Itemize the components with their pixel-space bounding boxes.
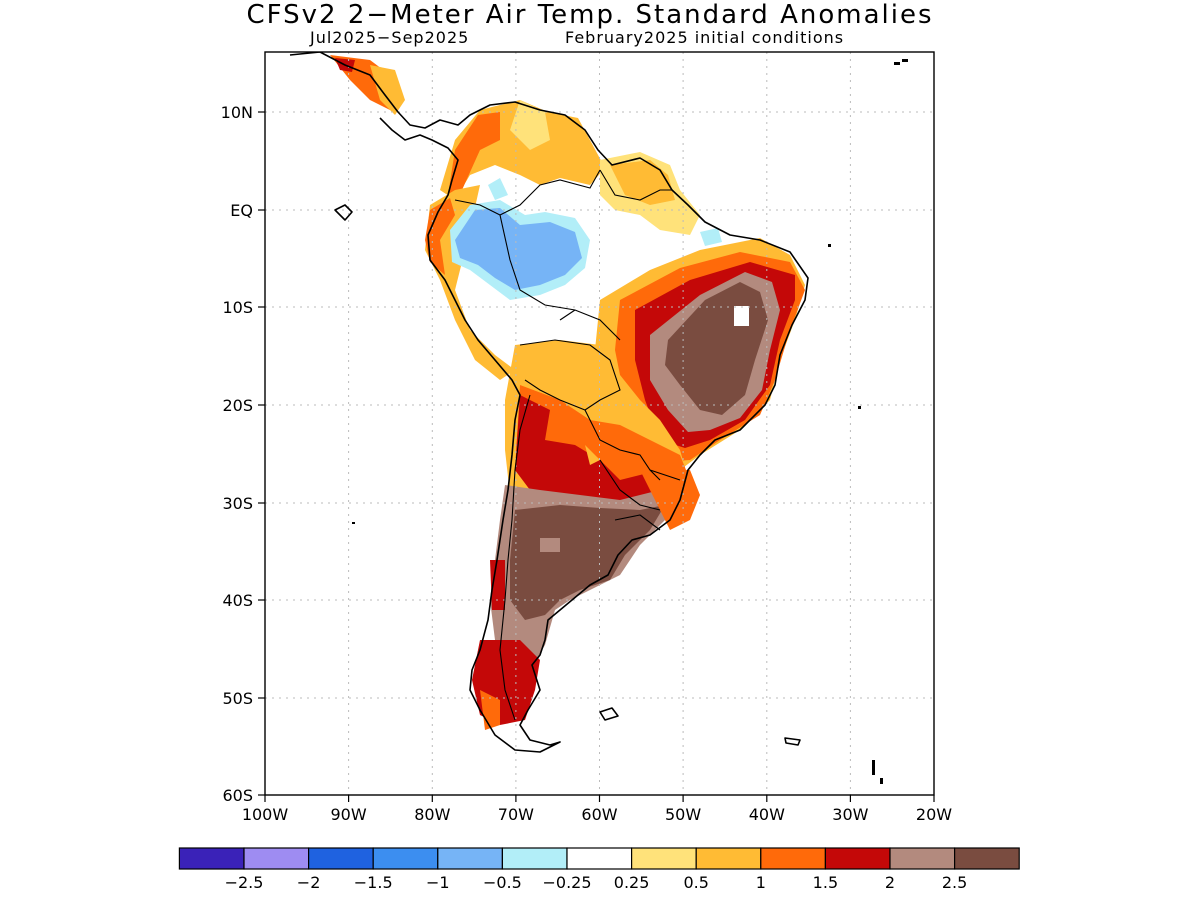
lat-label: 60S <box>222 786 253 805</box>
lon-label: 60W <box>581 805 617 824</box>
colorbar-label: 2.5 <box>942 873 967 892</box>
colorbar-swatch <box>372 847 439 870</box>
colorbar-label: −2.5 <box>225 873 264 892</box>
lat-label: 40S <box>222 591 253 610</box>
colorbar-label: −1 <box>426 873 450 892</box>
colorbar-label: 0.5 <box>683 873 708 892</box>
colorbar-swatch <box>566 847 633 870</box>
colorbar-label: 1 <box>756 873 766 892</box>
colorbar-swatch <box>501 847 568 870</box>
colorbar-swatch <box>178 847 245 870</box>
colorbar-swatch <box>760 847 826 870</box>
colorbar-swatch <box>953 847 1020 870</box>
colorbar-label: −1.5 <box>354 873 393 892</box>
colorbar-swatch <box>308 847 374 870</box>
colorbar-swatch <box>437 847 503 870</box>
initial-conditions: February2025 initial conditions <box>565 28 845 47</box>
colorbar-swatch <box>243 847 310 870</box>
lon-label: 30W <box>832 805 868 824</box>
lon-label: 90W <box>331 805 367 824</box>
colorbar-label: 0.25 <box>614 873 650 892</box>
lat-label: 30S <box>222 494 253 513</box>
coastlines <box>289 52 809 753</box>
tick-marks <box>258 111 935 802</box>
colorbar-labels: −2.5 −2 −1.5 −1 −0.5 −0.25 0.25 0.5 1 1.… <box>225 873 968 892</box>
colorbar-swatch <box>824 847 891 870</box>
islands <box>352 59 908 784</box>
lon-label: 40W <box>749 805 785 824</box>
colorbar <box>178 847 1020 870</box>
lat-label: 10N <box>221 103 253 122</box>
lon-label: 50W <box>665 805 701 824</box>
colorbar-label: −0.25 <box>542 873 591 892</box>
lat-label: 10S <box>222 298 253 317</box>
lon-label: 100W <box>242 805 289 824</box>
colorbar-label: 2 <box>885 873 895 892</box>
lon-label: 20W <box>916 805 952 824</box>
colorbar-label: −2 <box>297 873 321 892</box>
colorbar-swatch <box>695 847 762 870</box>
forecast-period: Jul2025−Sep2025 <box>310 28 470 47</box>
colorbar-label: 1.5 <box>813 873 838 892</box>
colorbar-label: −0.5 <box>483 873 522 892</box>
lat-labels: 10N EQ 10S 20S 30S 40S 50S 60S <box>221 103 253 805</box>
anomaly-shading <box>330 55 805 730</box>
lat-label: 20S <box>222 396 253 415</box>
map-title: CFSv2 2−Meter Air Temp. Standard Anomali… <box>246 0 934 30</box>
country-borders <box>454 169 681 721</box>
colorbar-swatch <box>889 847 956 870</box>
colorbar-swatch <box>630 847 697 870</box>
lat-label: EQ <box>230 201 253 220</box>
graticule <box>265 52 934 795</box>
lon-labels: 100W 90W 80W 70W 60W 50W 40W 30W 20W <box>242 805 952 824</box>
lat-label: 50S <box>222 689 253 708</box>
lon-label: 80W <box>414 805 450 824</box>
lon-label: 70W <box>498 805 534 824</box>
